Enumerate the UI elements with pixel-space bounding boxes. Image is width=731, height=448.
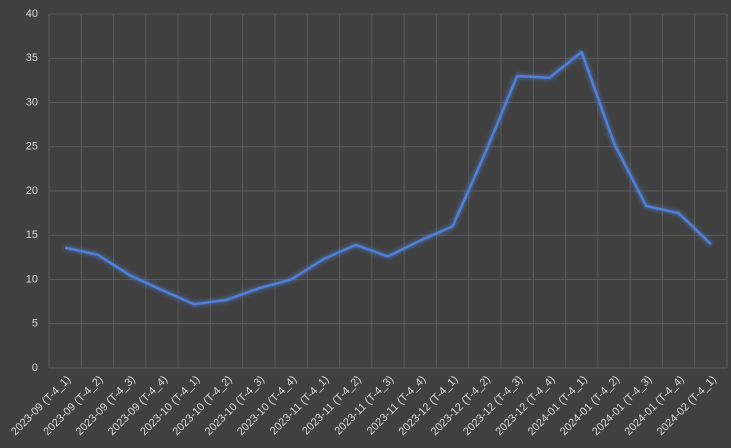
x-tick-label: 2023-11 (T-4_1)	[268, 374, 332, 438]
y-tick-label: 10	[26, 273, 38, 285]
y-tick-label: 35	[26, 52, 38, 64]
y-tick-label: 25	[26, 141, 38, 153]
y-tick-label: 20	[26, 185, 38, 197]
x-tick-label: 2023-11 (T-4_4)	[365, 374, 429, 438]
y-tick-label: 40	[26, 8, 38, 20]
x-tick-label: 2024-02 (T-4_1)	[655, 374, 719, 438]
y-tick-label: 0	[32, 362, 38, 374]
y-tick-label: 15	[26, 229, 38, 241]
x-tick-label: 2023-11 (T-4_3)	[332, 374, 396, 438]
y-tick-label: 30	[26, 96, 38, 108]
y-tick-label: 5	[32, 318, 38, 330]
x-tick-label: 2023-11 (T-4_2)	[300, 374, 364, 438]
line	[64, 50, 712, 306]
